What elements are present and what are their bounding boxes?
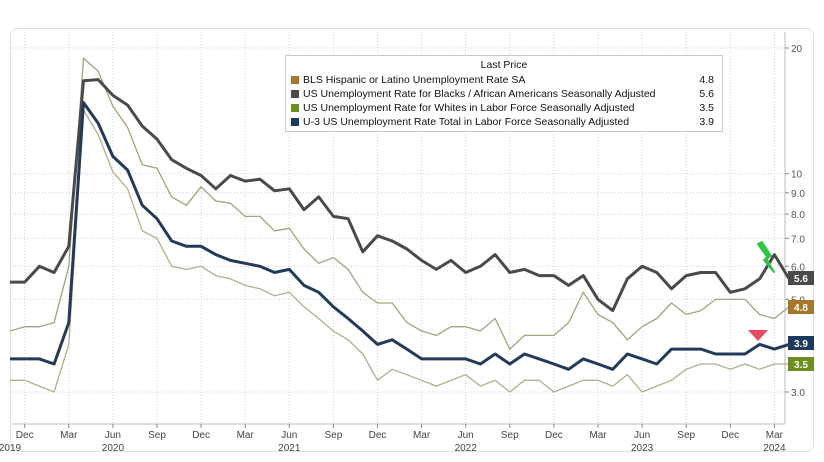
legend-value: 3.5: [699, 102, 714, 114]
x-year-label: 2022: [455, 443, 478, 454]
series-line: [10, 78, 791, 313]
x-tick-label: Jun: [281, 430, 297, 441]
x-tick-label: Mar: [589, 430, 607, 441]
legend: Last Price BLS Hispanic or Latino Unempl…: [285, 55, 723, 132]
y-tick-label: 9.0: [791, 189, 805, 200]
y-tick-label: 7.0: [791, 234, 805, 245]
legend-label: BLS Hispanic or Latino Unemployment Rate…: [303, 74, 526, 86]
down-triangle-icon: [748, 330, 768, 341]
y-tick-label: 3.0: [791, 388, 805, 399]
legend-swatch: [291, 104, 299, 112]
y-tick-label: 8.0: [791, 210, 805, 221]
x-tick-label: Mar: [60, 430, 78, 441]
last-value-tag: [788, 300, 814, 314]
last-value-tag: [788, 271, 814, 285]
x-tick-label: Mar: [766, 430, 784, 441]
y-tick-label: 10: [791, 170, 803, 181]
x-tick-label: Mar: [413, 430, 431, 441]
series-line: [9, 57, 790, 350]
x-axis: Dec Mar Jun Sep Dec Mar Jun Sep Dec Mar Jun Sep Dec M…: [0, 423, 786, 454]
x-tick-label: Jun: [458, 430, 474, 441]
legend-value: 3.9: [699, 116, 714, 128]
legend-value: 4.8: [699, 74, 714, 86]
x-tick-label: Dec: [545, 430, 563, 441]
legend-label: US Unemployment Rate for Whites in Labor…: [303, 102, 635, 114]
legend-entry: US Unemployment Rate for Blacks / Africa…: [286, 87, 722, 101]
legend-value: 5.6: [699, 88, 714, 100]
x-tick-label: Dec: [369, 430, 387, 441]
x-tick-label: Sep: [325, 430, 343, 441]
x-tick-label: Dec: [721, 430, 739, 441]
legend-entry: U-3 US Unemployment Rate Total in Labor …: [286, 115, 722, 129]
legend-swatch: [291, 76, 299, 84]
x-tick-label: Mar: [237, 430, 255, 441]
series-layer: [9, 57, 791, 393]
x-tick-label: Dec: [192, 430, 210, 441]
last-value-tag: [788, 357, 814, 371]
x-tick-label: Jun: [634, 430, 650, 441]
x-tick-label: Sep: [677, 430, 695, 441]
last-value-label: 3.9: [794, 339, 808, 350]
legend-swatch: [291, 118, 299, 126]
last-value-labels: 4.8 5.6 3.5 3.9: [788, 271, 814, 371]
y-tick-label: 6.0: [791, 262, 805, 273]
x-tick-label: Jun: [105, 430, 121, 441]
x-year-label: 2023: [631, 443, 654, 454]
x-year-label: 2024: [763, 443, 786, 454]
marker-layer: [748, 241, 775, 341]
x-tick-label: Sep: [501, 430, 519, 441]
series-line: [10, 101, 790, 371]
last-value-tag: [788, 336, 814, 350]
grid-lines: [12, 32, 786, 424]
last-value-label: 4.8: [794, 303, 808, 314]
legend-label: U-3 US Unemployment Rate Total in Labor …: [303, 116, 630, 128]
legend-entry: BLS Hispanic or Latino Unemployment Rate…: [286, 73, 722, 87]
x-year-label: 2021: [278, 443, 301, 454]
last-value-label: 5.6: [794, 274, 808, 285]
down-arrow-icon: [757, 241, 775, 273]
x-tick-label: Dec: [16, 430, 34, 441]
legend-title: Last Price: [480, 59, 528, 71]
x-year-label: 2019: [0, 443, 22, 454]
x-year-label: 2020: [102, 443, 125, 454]
series-line: [10, 109, 790, 393]
legend-entry: US Unemployment Rate for Whites in Labor…: [286, 101, 722, 115]
legend-label: US Unemployment Rate for Blacks / Africa…: [303, 88, 656, 100]
legend-swatch: [291, 90, 299, 98]
x-tick-label: Sep: [148, 430, 166, 441]
last-value-label: 3.5: [794, 360, 808, 371]
y-tick-label: 20: [791, 44, 803, 55]
